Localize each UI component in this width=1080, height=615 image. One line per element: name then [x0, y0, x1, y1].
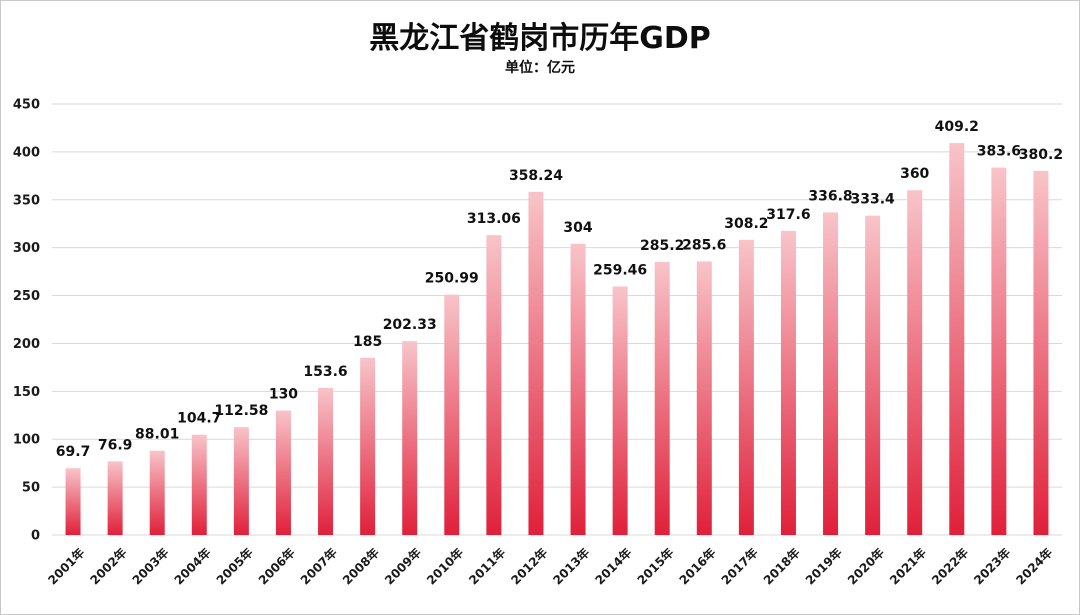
bar	[107, 461, 123, 535]
data-label: 317.6	[766, 207, 810, 223]
data-label: 360	[900, 166, 929, 182]
data-label: 285.6	[682, 237, 726, 253]
data-label: 383.6	[977, 144, 1021, 160]
x-tick-label: 2016年	[676, 545, 719, 588]
bar	[318, 387, 334, 535]
bar	[907, 190, 923, 535]
y-tick-label: 100	[13, 433, 40, 448]
x-tick-label: 2018年	[760, 545, 803, 588]
bar	[654, 261, 670, 535]
data-label: 112.58	[214, 403, 268, 419]
data-label: 313.06	[467, 211, 521, 227]
bar	[1033, 170, 1049, 535]
bar	[570, 243, 586, 535]
y-tick-label: 200	[13, 337, 40, 352]
data-label: 153.6	[303, 364, 347, 380]
data-label: 130	[269, 386, 298, 402]
bar	[233, 427, 249, 535]
bar	[444, 294, 460, 535]
y-tick-label: 250	[13, 289, 40, 304]
x-tick-label: 2005年	[213, 545, 256, 588]
x-tick-label: 2020年	[844, 545, 887, 588]
bar	[486, 235, 502, 536]
x-tick-label: 2014年	[592, 545, 635, 588]
data-label: 358.24	[509, 168, 563, 184]
y-axis-ticks: 0 50 100 150 200 250 300 350 400 450	[13, 98, 40, 544]
x-tick-label: 2003年	[129, 545, 172, 588]
x-tick-label: 2019年	[802, 545, 845, 588]
bar	[780, 230, 796, 535]
bar	[949, 143, 965, 535]
bar	[696, 261, 712, 535]
bar	[823, 212, 839, 535]
x-tick-label: 2015年	[634, 545, 677, 588]
bar	[149, 450, 165, 535]
data-label: 285.2	[640, 238, 684, 254]
x-tick-label: 2022年	[928, 545, 971, 588]
x-tick-label: 2012年	[508, 545, 551, 588]
y-tick-label: 150	[13, 385, 40, 400]
x-axis-ticks: 2001年 2002年 2003年 2004年 2005年 2006年 2007年 2008年…	[45, 545, 1056, 588]
data-label: 250.99	[425, 271, 479, 287]
bar	[65, 468, 81, 535]
x-tick-label: 2002年	[87, 545, 130, 588]
y-tick-label: 300	[13, 241, 40, 256]
bar	[275, 410, 291, 535]
y-tick-label: 50	[22, 481, 40, 496]
y-tick-label: 400	[13, 145, 40, 160]
data-label: 308.2	[724, 216, 768, 232]
data-label: 104.7	[177, 411, 221, 427]
x-tick-label: 2006年	[255, 545, 298, 588]
bar	[738, 239, 754, 536]
x-tick-label: 2011年	[466, 545, 509, 588]
x-tick-label: 2009年	[381, 545, 424, 588]
data-label: 185	[353, 334, 382, 350]
data-label: 69.7	[56, 444, 91, 460]
x-tick-label: 2024年	[1013, 545, 1056, 588]
gridlines	[52, 103, 1062, 536]
x-tick-label: 2010年	[423, 545, 466, 588]
data-label: 202.33	[383, 317, 437, 333]
x-tick-label: 2017年	[718, 545, 761, 588]
bar	[528, 191, 544, 536]
data-label: 380.2	[1019, 147, 1063, 163]
data-label: 88.01	[135, 427, 179, 443]
data-label: 76.9	[98, 437, 133, 453]
x-tick-label: 2001年	[45, 545, 88, 588]
data-label: 333.4	[850, 192, 895, 208]
y-tick-label: 350	[13, 193, 40, 208]
x-tick-label: 2007年	[297, 545, 340, 588]
bar	[360, 357, 376, 535]
x-tick-label: 2013年	[550, 545, 593, 588]
x-tick-label: 2004年	[171, 545, 214, 588]
chart-subtitle: 单位：亿元	[505, 59, 575, 76]
chart-title: 黑龙江省鹤岗市历年GDP	[369, 21, 711, 56]
bar	[191, 434, 207, 535]
bar	[402, 341, 418, 535]
y-tick-label: 450	[13, 98, 40, 113]
bar	[865, 215, 881, 536]
data-label: 409.2	[935, 119, 979, 135]
data-label: 304	[563, 220, 592, 236]
x-tick-label: 2008年	[339, 545, 382, 588]
x-tick-label: 2021年	[886, 545, 929, 588]
bar	[612, 286, 628, 535]
x-tick-label: 2023年	[971, 545, 1014, 588]
y-tick-label: 0	[31, 529, 40, 544]
data-label: 336.8	[808, 188, 852, 204]
data-label: 259.46	[593, 262, 647, 278]
bar	[991, 167, 1007, 536]
bars	[65, 143, 1049, 536]
